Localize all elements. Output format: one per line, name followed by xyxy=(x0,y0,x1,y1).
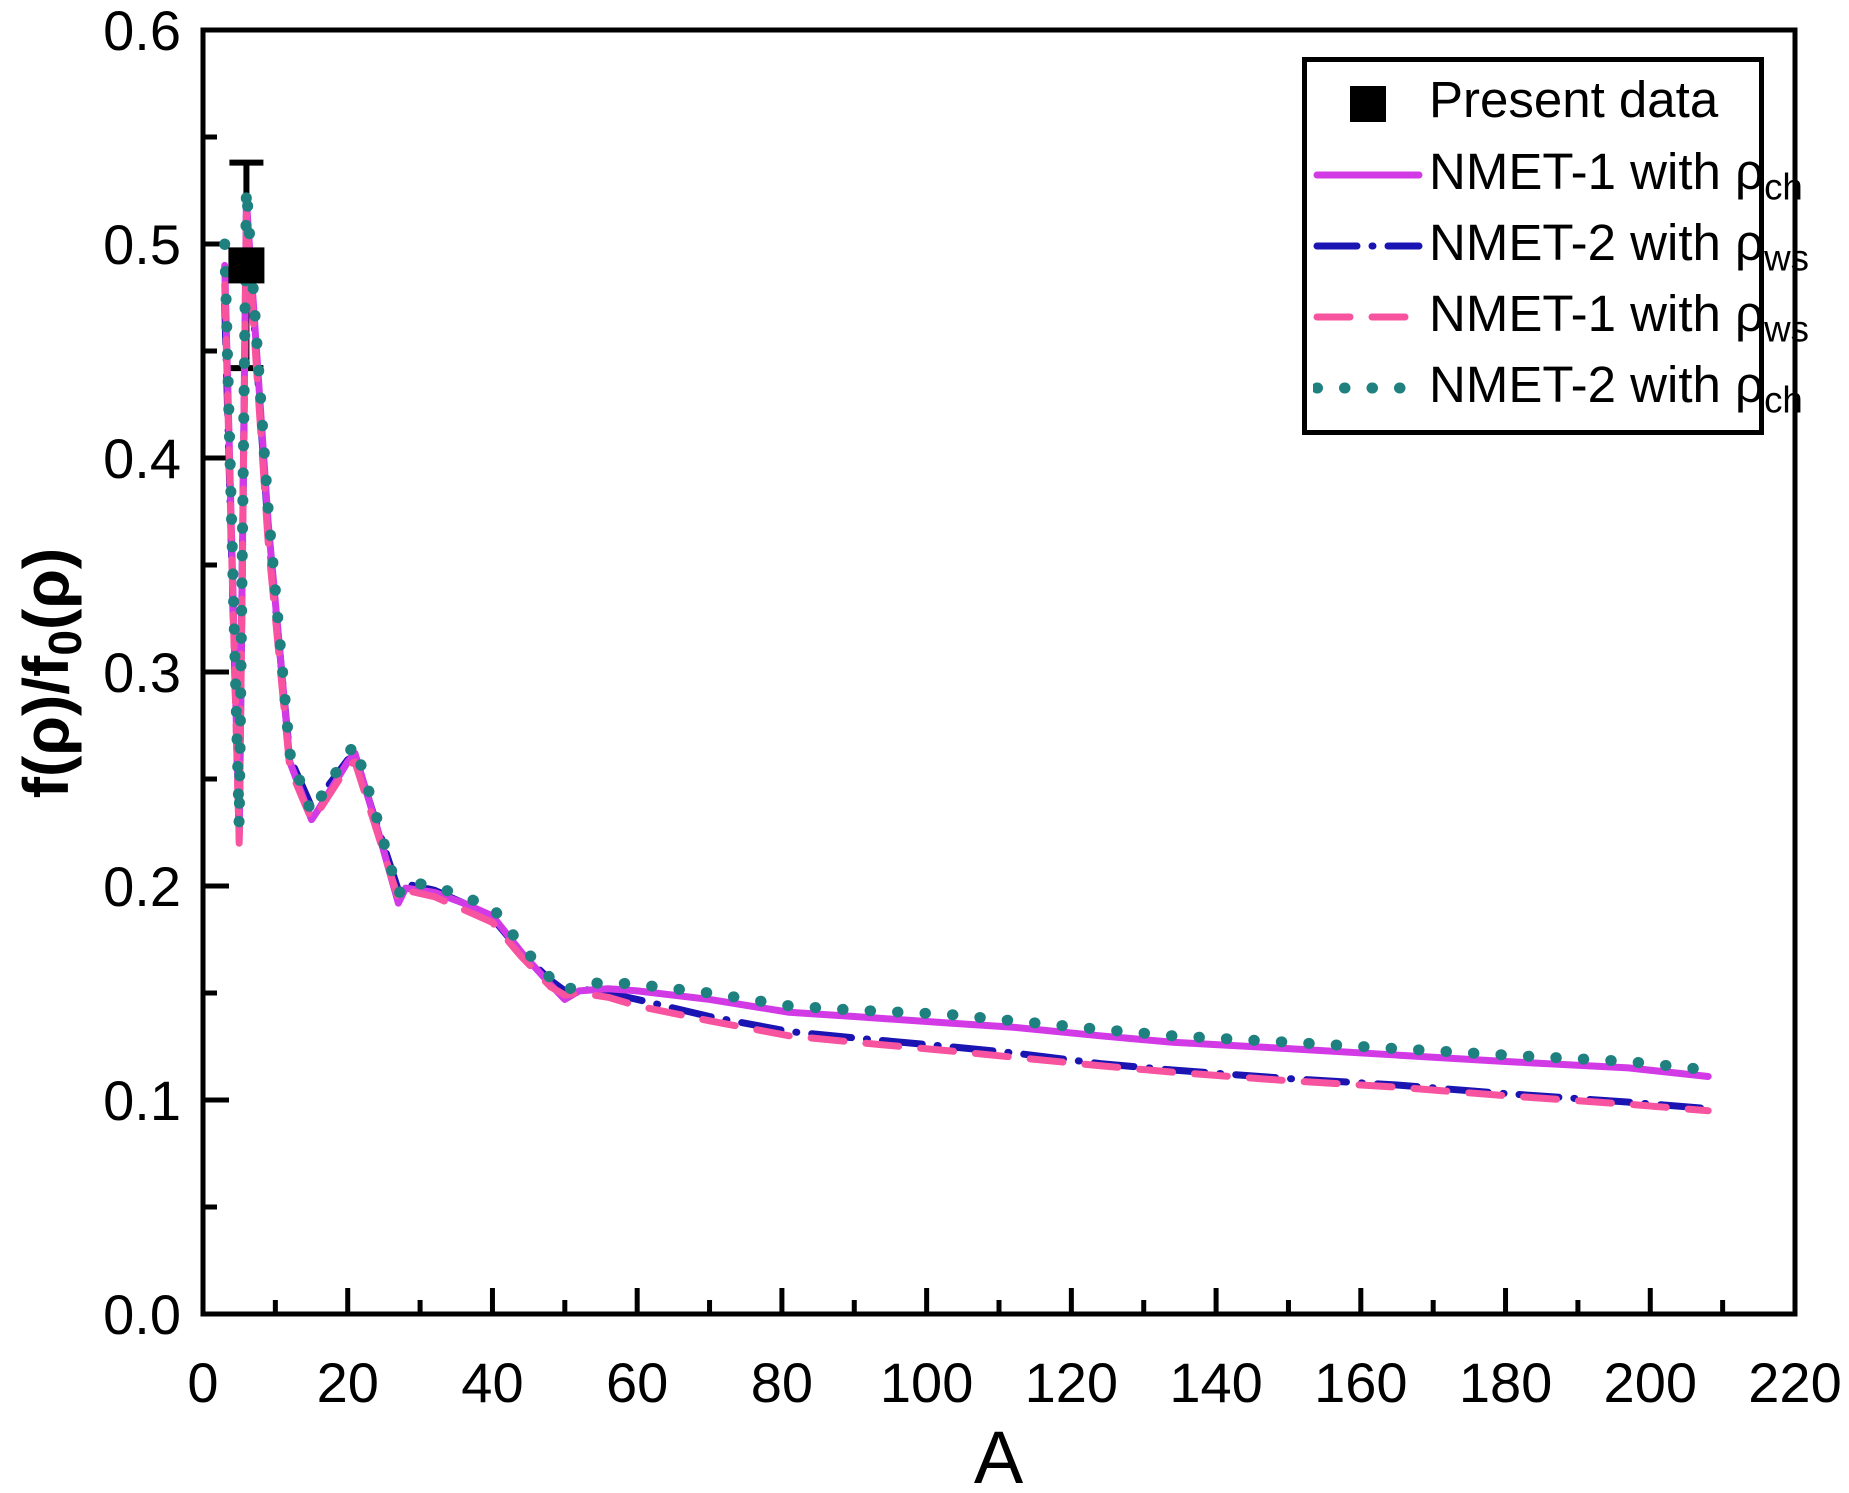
legend-text: NMET-1 with ρ xyxy=(1429,285,1765,343)
present-data-point xyxy=(228,247,265,284)
legend-text: NMET-1 with ρ xyxy=(1429,142,1765,200)
dash-dot-line-swatch xyxy=(1307,224,1429,268)
legend-label-nmet1-rho-ch: NMET-1 with ρch xyxy=(1429,142,1803,208)
dotted-line-swatch xyxy=(1307,366,1429,410)
dashed-line-swatch xyxy=(1307,295,1429,339)
plot-frame xyxy=(200,27,1798,1317)
x-tick-label: 80 xyxy=(751,1351,813,1414)
legend-item-present-data: Present data xyxy=(1307,69,1759,139)
series-dotted-line xyxy=(219,182,1714,1076)
y-tick-label: 0.4 xyxy=(103,427,181,490)
legend-item-nmet1-rho-ws: NMET-1 with ρws xyxy=(1307,282,1809,352)
y-axis-title-pre: f(ρ)/f xyxy=(10,655,82,799)
legend-label-nmet2-rho-ws: NMET-2 with ρws xyxy=(1429,213,1809,279)
legend-box: Present data NMET-1 with ρch NMET-2 with… xyxy=(1302,57,1809,435)
x-tick-label: 20 xyxy=(317,1351,379,1414)
solid-line-swatch xyxy=(1307,153,1429,197)
x-tick-label: 120 xyxy=(1025,1351,1118,1414)
x-tick-label: 40 xyxy=(461,1351,523,1414)
y-tick-label: 0.5 xyxy=(103,213,181,276)
legend-subscript: ch xyxy=(1764,165,1803,207)
legend-item-nmet2-rho-ch: NMET-2 with ρch xyxy=(1307,353,1803,423)
legend-label-nmet2-rho-ch: NMET-2 with ρch xyxy=(1429,355,1803,421)
y-tick-label: 0.6 xyxy=(103,0,181,62)
legend-subscript: ch xyxy=(1764,379,1803,421)
legend-label-present-data: Present data xyxy=(1429,70,1718,136)
legend-text: NMET-2 with ρ xyxy=(1429,356,1765,414)
y-axis-title-post: (ρ) xyxy=(10,547,82,630)
x-tick-label: 200 xyxy=(1604,1351,1697,1414)
y-tick-label: 0.1 xyxy=(103,1069,181,1132)
legend-text: NMET-2 with ρ xyxy=(1429,213,1765,271)
present-data-square-marker xyxy=(1307,82,1429,126)
x-axis-title: A xyxy=(973,1416,1025,1493)
x-tick-label: 60 xyxy=(606,1351,668,1414)
x-tick-label: 180 xyxy=(1459,1351,1552,1414)
legend-item-nmet2-rho-ws: NMET-2 with ρws xyxy=(1307,211,1809,281)
legend-subscript: ws xyxy=(1764,308,1809,350)
y-tick-label: 0.2 xyxy=(103,855,181,918)
legend-text: Present data xyxy=(1429,71,1719,129)
x-tick-label: 140 xyxy=(1169,1351,1262,1414)
legend-label-nmet1-rho-ws: NMET-1 with ρws xyxy=(1429,284,1809,350)
y-tick-label: 0.0 xyxy=(103,1283,181,1346)
series-dashed-line xyxy=(221,210,1712,1115)
legend-item-nmet1-rho-ch: NMET-1 with ρch xyxy=(1307,140,1803,210)
x-tick-label: 160 xyxy=(1314,1351,1407,1414)
x-tick-label: 0 xyxy=(187,1351,218,1414)
x-tick-label: 220 xyxy=(1748,1351,1841,1414)
x-tick-label: 100 xyxy=(880,1351,973,1414)
y-tick-label: 0.3 xyxy=(103,641,181,704)
y-axis-title-sub: 0 xyxy=(38,629,91,656)
y-axis-title: f(ρ)/f0(ρ) xyxy=(10,373,91,973)
legend-subscript: ws xyxy=(1764,237,1809,279)
